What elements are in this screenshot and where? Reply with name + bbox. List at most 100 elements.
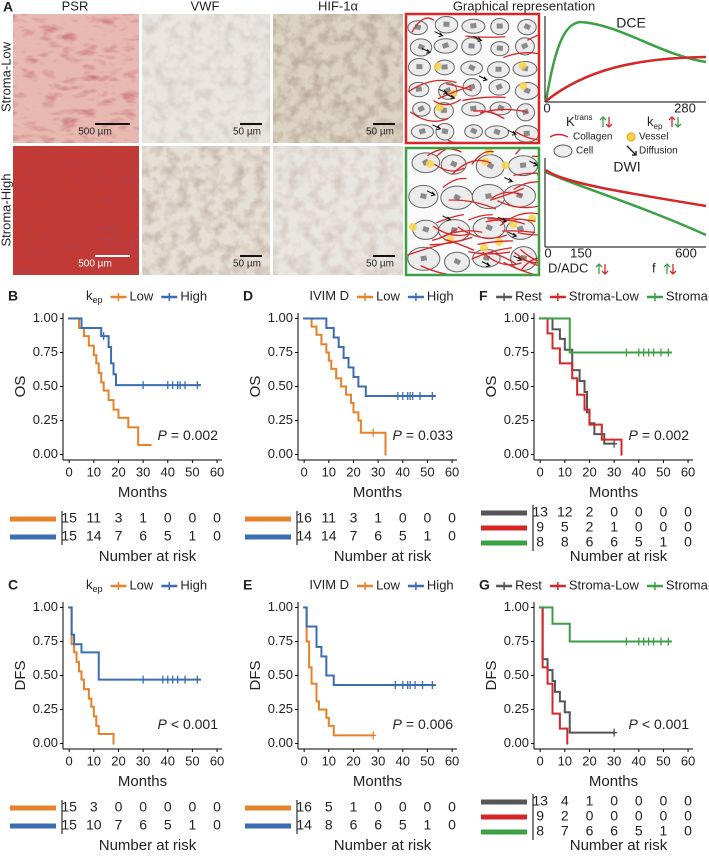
risk-count: 0	[660, 793, 668, 809]
censor-mark	[140, 675, 147, 684]
censor-mark	[623, 348, 630, 357]
x-tick-label: 10	[558, 464, 572, 479]
collagen-fiber	[487, 217, 536, 222]
diffusion-arrow	[438, 88, 449, 95]
legend-icon	[549, 133, 569, 138]
risk-table-title: Number at risk	[570, 548, 668, 565]
risk-count: 5	[399, 528, 407, 544]
collagen-fiber	[520, 257, 538, 271]
collagen-fiber	[468, 250, 511, 255]
risk-count: 0	[660, 504, 668, 520]
risk-count: 2	[586, 519, 594, 535]
diffusion-arrow	[529, 160, 538, 167]
collagen-fiber	[473, 110, 505, 120]
x-tick-label: 60	[681, 464, 695, 479]
y-tick-label: 0.25	[504, 412, 529, 427]
censor-mark	[623, 637, 630, 646]
risk-count: 1	[610, 519, 618, 535]
risk-count: 0	[684, 504, 692, 520]
nucleus	[420, 193, 427, 200]
risk-count: 5	[325, 799, 333, 815]
y-tick-label: 0.00	[268, 735, 293, 750]
y-tick-label: 1.00	[504, 310, 529, 325]
risk-count: 6	[374, 817, 382, 833]
diffusion-arrow	[442, 215, 452, 222]
legend-title-sub: ep	[92, 584, 102, 594]
down-arrow	[601, 264, 609, 275]
up-arrow	[595, 263, 603, 274]
y-axis-title: OS	[12, 376, 29, 398]
axis-tick-label: 0	[544, 245, 551, 260]
x-tick-label: 20	[582, 753, 596, 768]
y-tick-label: 0.25	[33, 701, 58, 716]
risk-count: 7	[350, 528, 358, 544]
risk-count: 0	[635, 504, 643, 520]
legend-title-text: k	[86, 577, 93, 592]
diffusion-arrow	[508, 231, 518, 238]
x-tick-label: 10	[87, 753, 101, 768]
risk-count: 0	[610, 793, 618, 809]
vessel	[519, 81, 528, 90]
schematic-low	[407, 15, 538, 142]
panel-label: F	[479, 288, 488, 304]
nucleus	[468, 43, 475, 49]
dce-schematic: DCE 0 280 Ktrans kep Collagen Vessel Cel…	[543, 15, 707, 158]
axis-tick-label: 0	[543, 100, 550, 115]
vessel	[501, 161, 510, 170]
diffusion-arrow	[421, 47, 432, 54]
risk-count: 14	[296, 528, 312, 544]
risk-count: 0	[399, 510, 407, 526]
nucleus	[453, 258, 462, 266]
x-tick-label: 0	[537, 464, 544, 479]
legend: IVIM D Low High	[309, 577, 453, 592]
scale-label: 500 µm	[78, 259, 112, 270]
diffusion-arrow	[507, 129, 517, 136]
collagen-fiber	[457, 226, 508, 239]
y-tick-label: 0.50	[268, 667, 293, 682]
risk-count: 0	[115, 799, 123, 815]
legend-label: High	[427, 288, 454, 303]
nucleus	[453, 193, 461, 201]
p-symbol: P	[393, 716, 403, 732]
risk-count: 1	[189, 817, 197, 833]
risk-count: 16	[296, 510, 312, 526]
risk-count: 4	[561, 793, 569, 809]
parameter-label: f	[652, 260, 656, 275]
risk-count: 11	[322, 510, 337, 526]
nucleus	[441, 42, 450, 49]
x-tick-label: 60	[210, 464, 224, 479]
x-axis-title: Months	[118, 773, 167, 790]
y-tick-label: 0.00	[504, 735, 529, 750]
x-tick-label: 40	[396, 753, 410, 768]
legend-label: Low	[129, 577, 153, 592]
enhancement-curve	[544, 20, 707, 102]
y-tick-label: 0.50	[268, 378, 293, 393]
collagen-fiber	[437, 85, 471, 100]
x-tick-label: 60	[681, 753, 695, 768]
panel-label: C	[8, 577, 18, 593]
collagen-fiber	[482, 251, 522, 266]
image-texture	[273, 14, 403, 143]
collagen-fiber	[407, 79, 457, 93]
legend-label: Diffusion	[639, 146, 678, 157]
x-tick-label: 50	[185, 464, 199, 479]
scale-label: 50 µm	[366, 259, 394, 270]
nucleus	[519, 162, 527, 168]
legend-label: Low	[129, 288, 153, 303]
risk-count: 0	[399, 799, 407, 815]
risk-count: 0	[189, 510, 197, 526]
censor-mark	[417, 392, 424, 401]
x-tick-label: 20	[346, 753, 360, 768]
row-title: Stroma-High	[0, 174, 13, 247]
axis-tick-label: 150	[570, 245, 592, 260]
collagen-fiber	[515, 149, 522, 155]
nucleus	[415, 86, 423, 92]
x-tick-label: 60	[210, 753, 224, 768]
schematic-title: DWI	[613, 159, 640, 175]
row-title: Stroma-Low	[0, 41, 13, 112]
nucleus	[495, 66, 502, 72]
risk-count: 8	[325, 817, 333, 833]
scale-label: 50 µm	[366, 127, 394, 138]
risk-count: 6	[586, 534, 594, 550]
y-tick-label: 0.25	[504, 701, 529, 716]
